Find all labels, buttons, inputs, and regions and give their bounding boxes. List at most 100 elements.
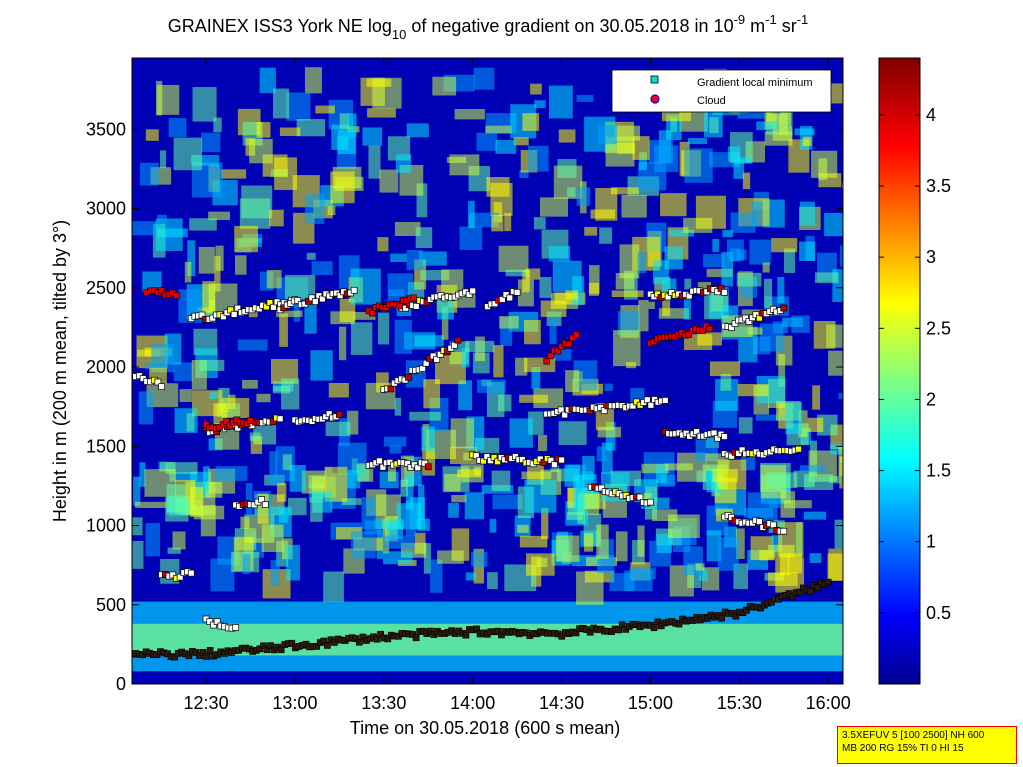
cloud-marker-3-11	[685, 331, 693, 338]
heat-cell	[684, 278, 692, 290]
info-line-1: 3.5XEFUV 5 [100 2500] NH 600	[842, 730, 985, 741]
heat-cell	[489, 518, 497, 533]
heat-cell	[159, 462, 176, 472]
heat-cell	[756, 121, 779, 131]
colorbar-tick-label-1: 1	[926, 532, 936, 552]
gradient-min-marker-0-103	[494, 627, 502, 635]
heat-cell	[706, 268, 733, 278]
heat-cell	[621, 194, 647, 218]
heat-cell	[250, 436, 263, 454]
legend: Gradient local minimum Cloud	[611, 69, 832, 113]
heat-cell	[285, 274, 316, 299]
heat-cell	[337, 129, 356, 154]
heat-cell	[437, 297, 454, 320]
gradient-min-marker-0-38	[263, 646, 271, 653]
heat-cell	[803, 511, 826, 520]
heat-cell	[430, 559, 443, 593]
heat-cell	[629, 567, 656, 580]
heat-cell	[282, 454, 292, 471]
gradient-min-marker-2-8	[187, 569, 195, 577]
gradient-min-marker-1-8	[232, 624, 240, 631]
gradient-min-marker-4-11	[403, 460, 411, 467]
gradient-min-marker-18-6	[506, 294, 514, 302]
y-axis: 0 500 1000 1500 2000 2500 3000 3500	[86, 119, 843, 694]
heat-cell	[721, 252, 734, 287]
heat-cell	[730, 212, 756, 233]
x-tick-label-2: 13:30	[361, 693, 406, 713]
gradient-min-marker-2-3	[169, 571, 177, 579]
heat-cell	[189, 218, 217, 231]
gradient-min-marker-0-20	[199, 649, 207, 656]
heat-cell	[459, 226, 483, 250]
heat-cell	[448, 503, 459, 518]
heat-cell	[764, 278, 773, 309]
heat-cell	[828, 350, 843, 376]
heat-cell	[578, 493, 606, 510]
heat-cell	[703, 254, 725, 268]
gradient-min-marker-7-17	[780, 527, 788, 535]
heat-cell	[656, 464, 667, 484]
gradient-min-marker-12-4	[735, 450, 742, 457]
gradient-min-marker-13-7	[154, 378, 162, 386]
heat-cell	[611, 290, 644, 298]
heat-cell	[522, 270, 530, 293]
cloud-marker-1-13	[410, 294, 417, 302]
heat-cell	[457, 469, 482, 478]
gradient-min-marker-4-3	[376, 457, 383, 465]
heat-cell	[668, 229, 695, 237]
heat-cell	[157, 214, 167, 223]
heat-cell	[683, 546, 703, 576]
cloud-marker-3-15	[699, 327, 707, 334]
heat-cell	[146, 383, 179, 408]
heat-cell	[133, 476, 141, 506]
heat-cell	[437, 550, 464, 564]
gradient-min-marker-5-25	[558, 456, 565, 464]
gradient-min-marker-4-17	[424, 463, 432, 471]
heat-cell	[780, 553, 790, 576]
gradient-min-marker-0-55	[324, 642, 331, 649]
heat-cell	[597, 426, 622, 438]
heat-cell	[160, 150, 167, 169]
cloud-marker-1-1	[369, 309, 376, 317]
heat-cell	[840, 245, 843, 267]
heat-cell	[368, 145, 381, 179]
heat-cell	[550, 465, 560, 473]
heat-cell	[281, 378, 300, 410]
heat-cell	[573, 360, 598, 391]
y-tick-label-5: 2500	[86, 278, 126, 298]
heat-cell	[169, 472, 198, 482]
gradient-min-marker-5-1	[472, 452, 480, 460]
gradient-min-marker-10-24	[629, 402, 637, 410]
heat-cell	[743, 507, 774, 518]
gradient-min-marker-16-21	[350, 286, 358, 294]
heat-cell	[491, 470, 511, 492]
heat-cell	[286, 544, 300, 581]
heat-cell	[187, 240, 196, 277]
cloud-marker-0-4	[158, 287, 165, 294]
heat-cell	[557, 158, 577, 178]
x-axis-label: Time on 30.05.2018 (600 s mean)	[350, 718, 621, 738]
colorbar-tick-label-0: 0.5	[926, 603, 951, 623]
gradient-min-marker-14-2	[387, 385, 395, 393]
gradient-min-marker-15-19	[255, 305, 263, 313]
heat-cell	[339, 298, 356, 323]
heat-cell	[555, 535, 580, 562]
heat-cell	[441, 306, 449, 340]
heat-cell	[576, 94, 594, 102]
gradient-min-marker-10-28	[643, 396, 651, 404]
heat-cell	[799, 201, 815, 226]
y-tick-label-0: 0	[116, 674, 126, 694]
heat-cell	[242, 379, 258, 389]
heat-cell	[388, 464, 396, 482]
heat-cell	[648, 301, 655, 310]
gradient-min-marker-6-3	[598, 484, 605, 492]
gradient-min-marker-0-80	[412, 634, 420, 642]
heat-cell	[632, 136, 650, 160]
gradient-min-marker-12-2	[728, 452, 735, 460]
heat-cell	[762, 262, 770, 273]
gradient-min-marker-5-19	[536, 455, 544, 463]
heat-cell	[172, 531, 186, 550]
heat-cell	[132, 221, 157, 236]
heat-cell	[791, 315, 810, 333]
heat-cell	[306, 252, 316, 260]
